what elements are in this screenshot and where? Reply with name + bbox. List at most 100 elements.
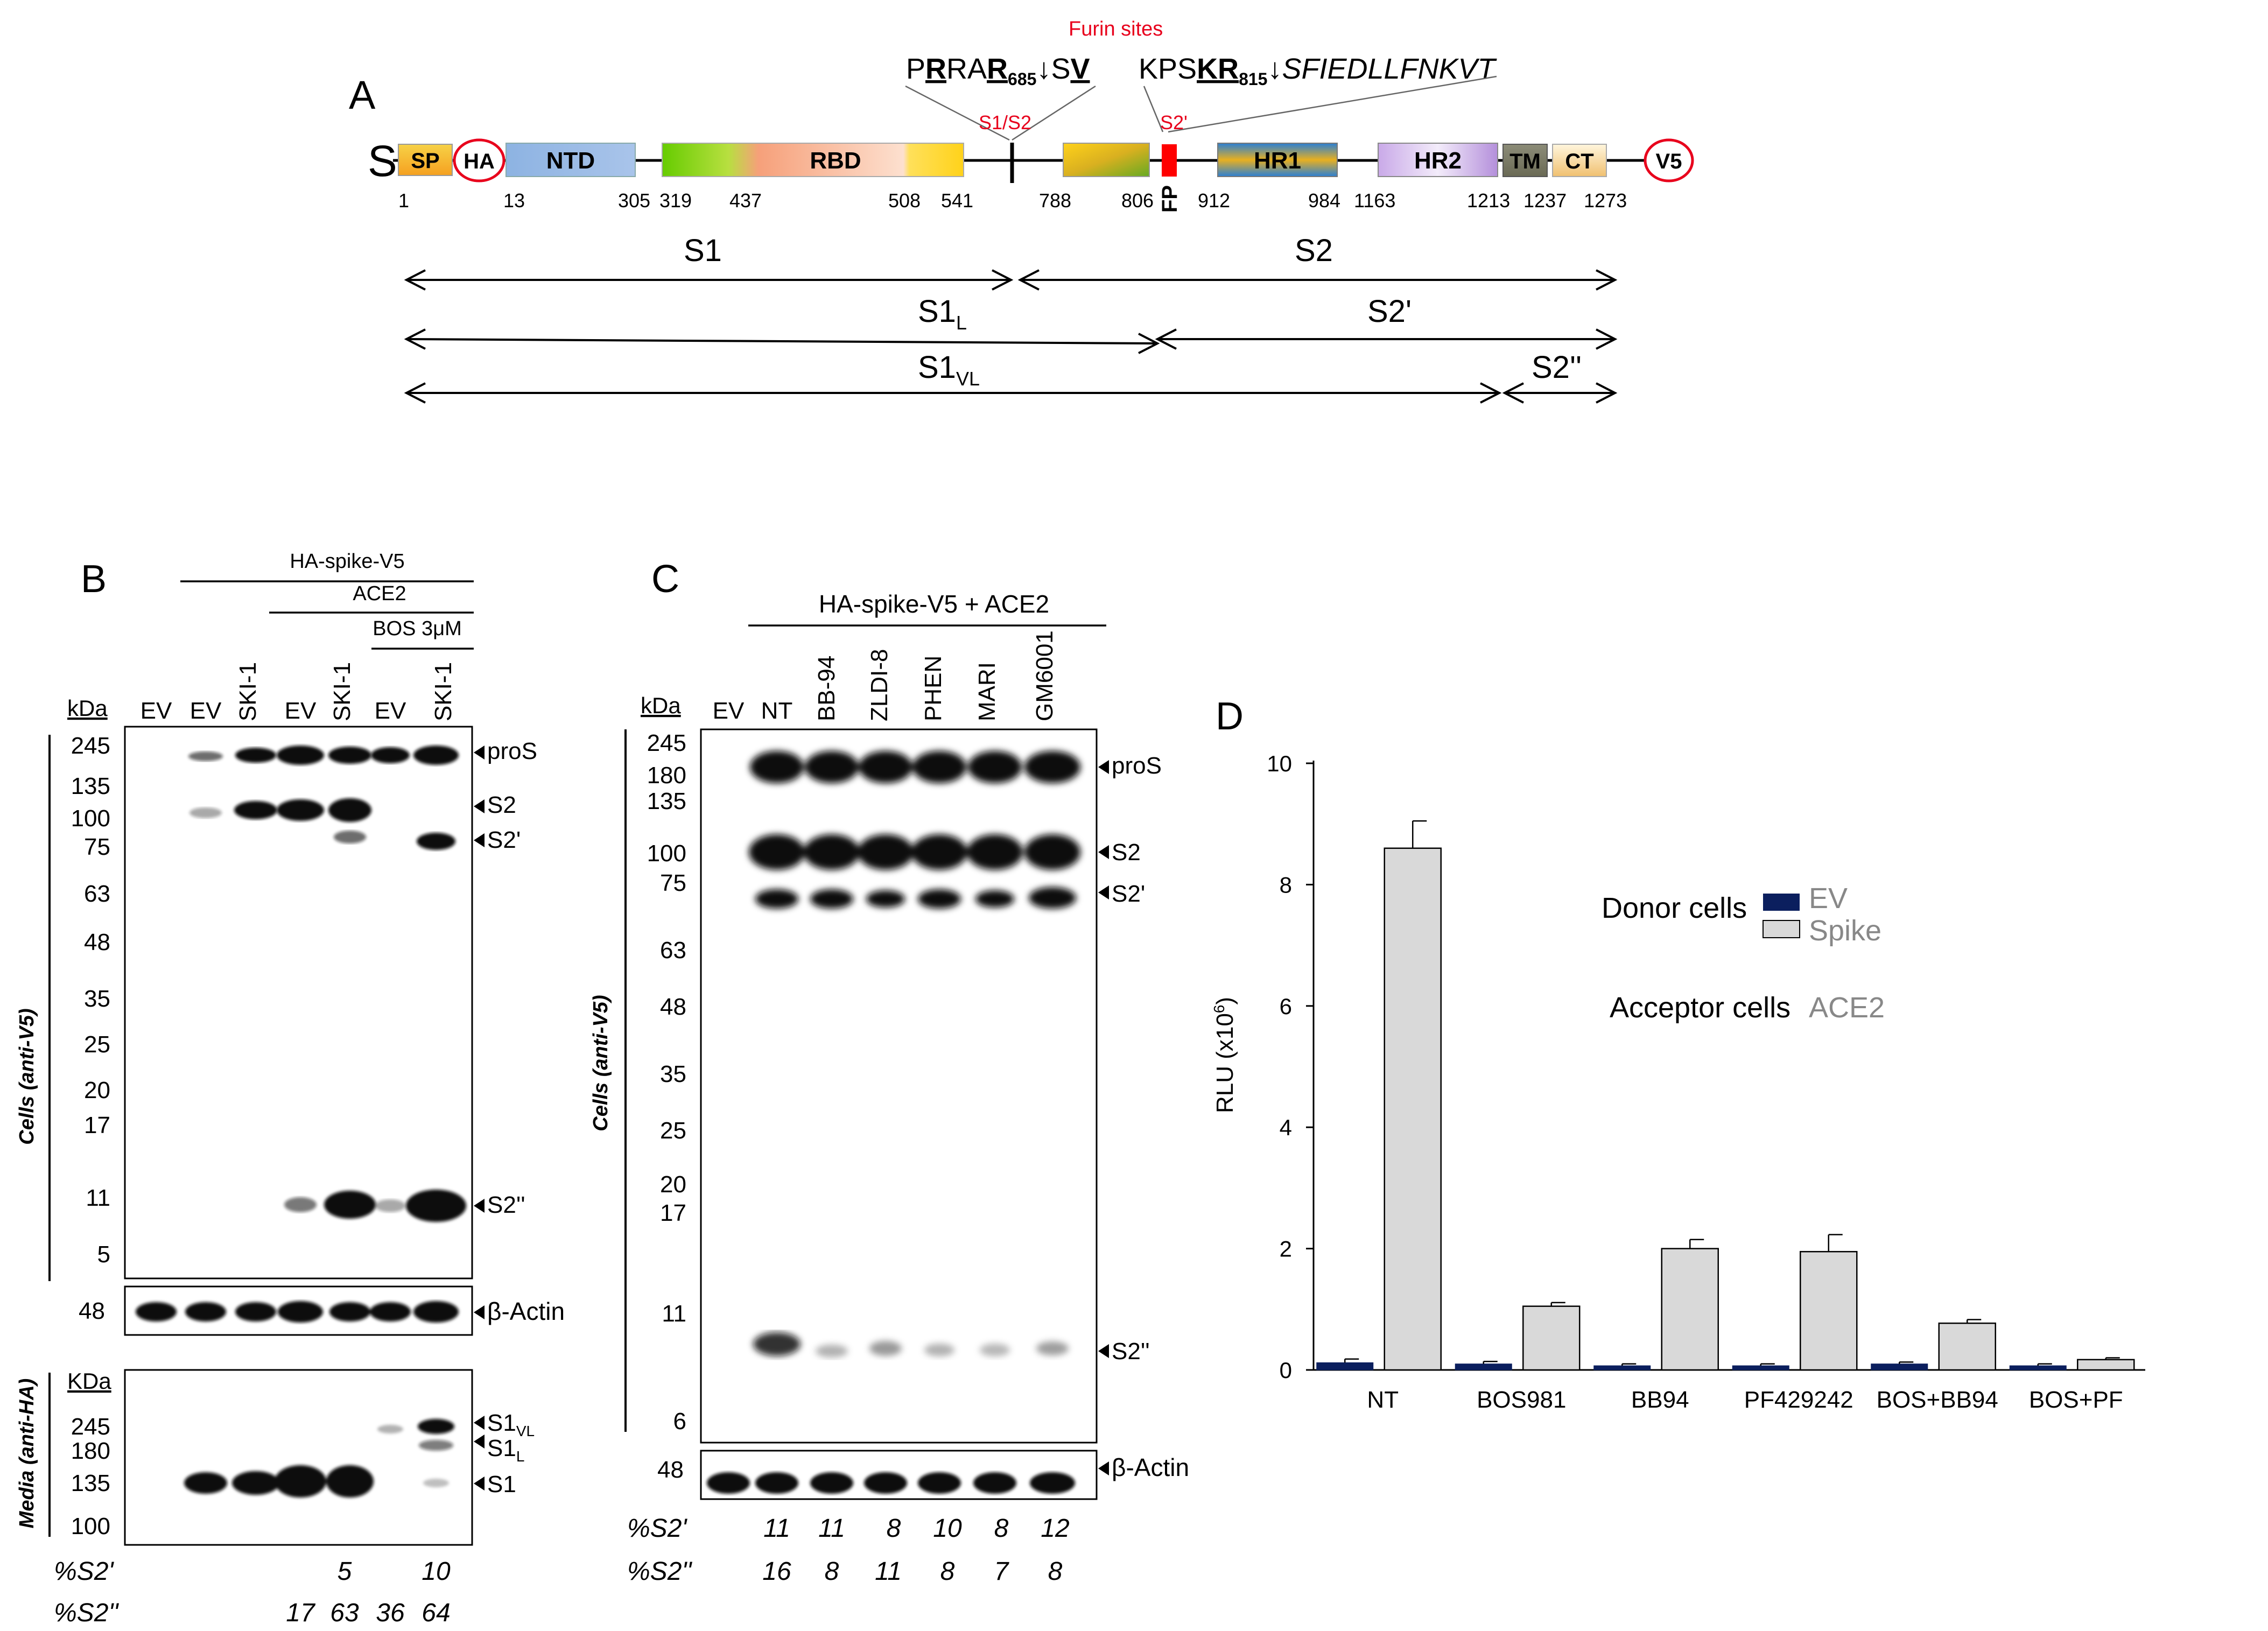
svg-text:20: 20 [84,1077,110,1103]
band-labels-c: proS S2 S2' S2'' [1098,753,1162,1365]
pos-305: 305 [618,189,650,212]
svg-text:100: 100 [71,1513,110,1539]
fragment-s2: S2 [1295,233,1333,268]
pos-541: 541 [941,189,973,212]
header-ha-spike-v5: HA-spike-V5 [290,550,404,573]
svg-text:MARI: MARI [974,662,1000,721]
svg-text:180: 180 [647,762,686,789]
bar-ev-4 [1871,1363,1928,1370]
pct-b: %S2' %S2'' 5 10 17 63 36 64 [54,1557,451,1627]
x-tick-label-5: BOS+PF [2029,1387,2123,1413]
ct-label: CT [1565,150,1593,173]
svg-text:GM6001: GM6001 [1031,630,1058,721]
pos-788: 788 [1039,189,1071,212]
svg-text:35: 35 [660,1061,686,1087]
svg-text:180: 180 [71,1438,110,1464]
svg-text:ZLDI-8: ZLDI-8 [866,649,893,721]
svg-text:64: 64 [422,1599,450,1627]
legend-spike-label: Spike [1809,915,1881,947]
s2-n-region [1063,143,1150,177]
ntd-label: NTD [546,147,595,174]
lane-5: SKI-1 [329,662,355,721]
hr1-label: HR1 [1254,147,1301,174]
svg-text:75: 75 [84,834,110,860]
svg-text:NT: NT [761,698,793,724]
svg-text:S2'': S2'' [487,1192,525,1218]
y-tick-label-0: 0 [1280,1358,1292,1383]
svg-text:135: 135 [71,1470,110,1496]
y-tick-label-1: 2 [1280,1236,1292,1262]
lane-2: EV [190,698,222,724]
fragment-arrows [404,269,1618,404]
svg-text:48: 48 [660,994,686,1020]
panel-d: D 0 2 4 6 8 10 NT BOS981 BB94 PF429242 BOS+BB94 BOS… [1211,695,2145,1413]
svg-text:10: 10 [933,1514,962,1543]
tm-label: TM [1509,150,1541,173]
side-cells-c: Cells (anti-V5) [589,995,612,1131]
svg-text:S1: S1 [487,1471,516,1498]
svg-text:10: 10 [422,1557,451,1586]
pos-1213: 1213 [1467,189,1510,212]
markers-c: 245 180 135 100 75 63 48 35 25 20 17 11 … [647,730,686,1435]
svg-text:S1VL: S1VL [487,1410,535,1439]
svg-text:17: 17 [660,1200,686,1226]
svg-text:12: 12 [1041,1514,1069,1543]
pos-806: 806 [1121,189,1154,212]
legend-ev-swatch [1763,894,1800,911]
svg-text:11: 11 [763,1514,790,1543]
kda-media-label: KDa [67,1368,111,1394]
pos-912: 912 [1198,189,1230,212]
bands-c [749,751,1080,1358]
panel-c-label: C [651,558,679,601]
svg-text:BB-94: BB-94 [813,656,840,721]
rbd-label: RBD [810,147,861,174]
hr2-domain [1378,143,1498,177]
svg-text:8: 8 [940,1557,955,1586]
svg-text:135: 135 [647,788,686,814]
panel-c: C HA-spike-V5 + ACE2 kDa EV NT BB-94 ZLD… [589,558,1189,1586]
v5-label: V5 [1656,150,1682,173]
lane-7: SKI-1 [430,662,457,721]
pos-13: 13 [503,189,525,212]
s1s2-cleavage-label: S1/S2 [979,111,1031,133]
lane-4: EV [285,698,317,724]
y-tick-label-4: 8 [1280,872,1292,897]
svg-text:17: 17 [286,1599,316,1627]
svg-text:S2': S2' [487,827,521,853]
furin-sites-title: Furin sites [1069,18,1163,40]
fragment-s2prime: S2' [1367,294,1412,329]
markers-b: 245 135 100 75 63 48 35 25 20 17 11 5 [71,733,110,1268]
svg-text:11: 11 [86,1185,110,1211]
svg-text:S1L: S1L [487,1435,524,1465]
svg-text:48: 48 [79,1298,105,1324]
svg-text:%S2': %S2' [54,1557,114,1586]
bar-spike-1 [1522,1305,1581,1371]
bar-ev-5 [2009,1365,2067,1370]
construct-label: S [368,137,397,186]
svg-text:S2': S2' [1112,881,1145,907]
svg-text:16: 16 [762,1557,791,1586]
bar-spike-5 [2077,1359,2135,1371]
svg-text:20: 20 [660,1171,686,1198]
bar-ev-3 [1732,1365,1789,1370]
header-c: HA-spike-V5 + ACE2 [819,590,1049,618]
pos-508: 508 [888,189,921,212]
svg-text:8: 8 [887,1514,901,1543]
svg-text:%S2'': %S2'' [54,1599,120,1627]
svg-text:63: 63 [660,937,686,964]
bar-spike-0 [1384,847,1442,1371]
x-tick-label-3: PF429242 [1744,1387,1853,1413]
lane-labels: EV EV SKI-1 EV SKI-1 EV SKI-1 [141,662,457,724]
svg-text:75: 75 [660,870,686,896]
band-labels-b: proS S2 S2' S2'' [474,738,537,1218]
acceptor-label: Acceptor cells [1610,992,1790,1024]
s2prime-cleavage-label: S2' [1160,111,1188,133]
svg-text:100: 100 [647,840,686,867]
svg-text:36: 36 [376,1599,405,1627]
svg-text:63: 63 [330,1599,359,1627]
x-tick-label-0: NT [1367,1387,1399,1413]
y-tick-label-2: 4 [1280,1115,1292,1140]
bar-ev-0 [1316,1362,1374,1370]
acceptor-value: ACE2 [1809,992,1885,1024]
